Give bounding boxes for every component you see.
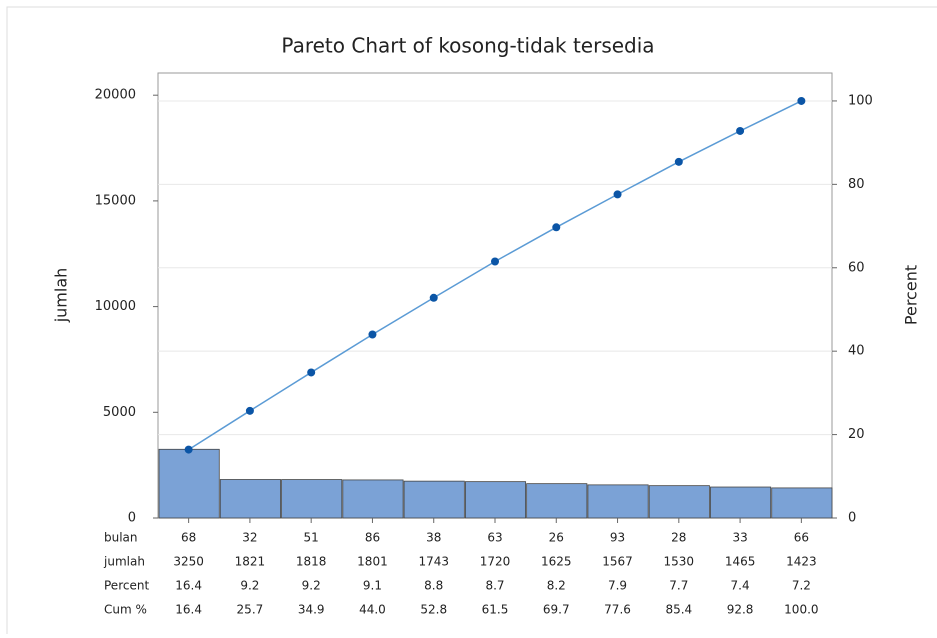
x-tick-label: 28 [671,531,686,545]
row-label: Cum % [104,603,147,617]
y-tick-label: 20000 [95,88,136,103]
row-label: bulan [104,531,138,545]
table-cell: 92.8 [727,603,754,617]
x-tick-label: 66 [794,531,809,545]
bar [771,487,833,519]
x-tick-label: 38 [426,531,441,545]
table-cell: 1465 [725,555,756,569]
chart-title: Pareto Chart of kosong-tidak tersedia [281,34,654,58]
y2-tick-label: 40 [848,344,865,359]
table-cell: 100.0 [784,603,818,617]
table-cell: 9.1 [363,579,382,593]
cum-point [368,330,377,339]
table-cell: 85.4 [665,603,692,617]
table-cell: 8.7 [485,579,504,593]
y-axis-label: jumlah [52,268,71,324]
table-cell: 61.5 [482,603,509,617]
table-cell: 7.9 [608,579,627,593]
table-cell: 77.6 [604,603,631,617]
x-tick-label: 32 [242,531,257,545]
bar [648,485,710,519]
table-cell: 3250 [173,555,204,569]
x-tick-label: 26 [549,531,564,545]
table-cell: 16.4 [175,603,202,617]
table-cell: 1720 [480,555,511,569]
cum-point [736,126,745,135]
bar [403,480,465,519]
x-tick-label: 93 [610,531,625,545]
bar [342,479,404,519]
y-tick-label: 10000 [95,299,136,314]
bar [464,481,527,519]
table-cell: 44.0 [359,603,386,617]
table-cell: 7.2 [792,579,811,593]
bar [587,484,649,519]
y2-tick-label: 20 [848,427,865,442]
table-cell: 8.2 [547,579,566,593]
table-cell: 1530 [664,555,695,569]
y-tick-label: 15000 [95,193,136,208]
x-tick-label: 86 [365,531,380,545]
table-cell: 69.7 [543,603,570,617]
cum-point [307,368,316,377]
cum-point [797,96,806,105]
cum-point [184,445,193,454]
plot-area [157,72,833,519]
x-tick-label: 63 [487,531,502,545]
x-tick-label: 33 [732,531,747,545]
y2-axis-label: Percent [902,265,921,325]
cum-point [429,293,438,302]
y2-tick-label: 80 [848,177,865,192]
row-label: jumlah [103,555,145,569]
row-label: Percent [104,579,149,593]
table-cell: 1801 [357,555,388,569]
y2-tick-label: 0 [848,511,856,526]
table-cell: 34.9 [298,603,325,617]
table-cell: 1567 [602,555,633,569]
table-cell: 1821 [235,555,266,569]
table-cell: 7.7 [669,579,688,593]
cum-point [491,257,499,266]
table-cell: 8.8 [424,579,443,593]
bar [219,479,281,519]
table-cell: 1818 [296,555,327,569]
y-tick-label: 5000 [103,405,136,420]
table-cell: 1423 [786,555,817,569]
bar [710,486,772,519]
table-cell: 1625 [541,555,572,569]
cum-point [552,223,561,232]
cum-point [613,190,622,199]
bar [526,483,588,519]
table-cell: 16.4 [175,579,202,593]
x-tick-label: 51 [304,531,319,545]
cum-point [674,157,683,166]
x-tick-label: 68 [181,531,196,545]
table-cell: 9.2 [302,579,321,593]
bar [281,479,343,519]
y2-tick-label: 100 [848,93,873,108]
y2-tick-label: 60 [848,260,865,275]
table-cell: 9.2 [240,579,259,593]
table-cell: 52.8 [420,603,447,617]
y-tick-label: 0 [128,511,136,526]
bar [158,448,220,519]
table-cell: 25.7 [237,603,264,617]
table-cell: 1743 [418,555,449,569]
table-cell: 7.4 [731,579,750,593]
cum-point [245,406,254,415]
